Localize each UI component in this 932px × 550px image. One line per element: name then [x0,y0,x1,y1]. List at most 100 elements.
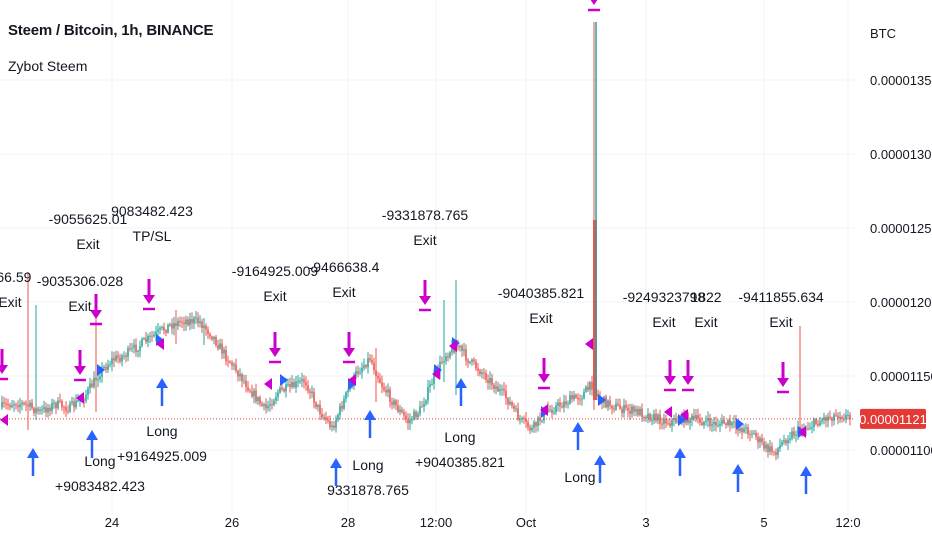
candle-body [379,378,381,383]
candle-body [115,355,117,361]
long-annotation: Long +9164925.009 [117,423,207,464]
candle-body [383,387,385,390]
candle-body [183,322,185,325]
candle-body [161,327,163,329]
candle-body [175,323,177,327]
candle-body [363,365,365,368]
exit-arrow-head [74,366,86,375]
candle-body [305,382,307,386]
annotation-line: Exit [529,310,552,326]
candle-body [505,390,507,399]
indicator-name[interactable]: Zybot Steem [8,58,88,74]
candle-body [711,424,713,427]
annotation-line: Exit [68,298,91,314]
trade-markers: 866.59 Exit -9055625.01 Exit -9035306.028 Exi… [0,0,824,498]
candle-body [767,444,769,452]
candle-body [271,404,273,406]
candle-body [553,412,555,414]
candle-body [849,414,851,419]
candle-body [733,421,735,423]
annotation-line: Long [146,423,177,439]
candle-body [217,345,219,349]
candle-body [739,428,741,431]
candle-body [93,377,95,387]
time-tick-label: 5 [760,515,767,530]
candle-body [667,423,669,425]
candle-body [325,417,327,420]
candle-body [127,348,129,357]
candle-body [651,420,653,422]
candle-body [91,383,93,387]
candle-body [665,418,667,424]
long-arrow-head [674,448,686,458]
candle-body [605,396,607,408]
candle-body [847,414,849,416]
exit-annotation: -9055625.01 Exit [49,211,128,252]
candle-body [309,391,311,393]
candle-body [497,386,499,392]
candle-body [661,423,663,425]
long-arrow-head [364,410,376,420]
candle-body [321,413,323,418]
candle-body [331,425,333,428]
candle-body [731,422,733,426]
candle-body [47,407,49,413]
candle-body [167,324,169,333]
candle-body [65,407,67,411]
candle-body [15,404,17,406]
candle-body [695,415,697,419]
candle-body [783,440,785,443]
exit-flag [680,409,688,421]
price-tick-label: 0.00001250 [870,221,932,236]
exit-arrow-head [777,378,789,387]
candle-body [519,419,521,421]
candle-body [403,412,405,416]
candle-body [181,321,183,323]
long-annotation: Long 9331878.765 [327,457,409,498]
candle-body [487,379,489,384]
candle-body [643,416,645,418]
time-axis[interactable]: 24 26 28 12:00 Oct 3 5 12:0 [105,515,861,530]
candle-body [591,382,593,390]
candle-body [255,390,257,402]
candle-body [9,405,11,408]
candle-body [37,408,39,412]
candle-body [277,392,279,398]
price-tick-label: 0.00001350 [870,73,932,88]
exit-flag [156,338,164,350]
candle-body [429,384,431,387]
candle-body [471,359,473,362]
candle-body [631,406,633,414]
candle-body [63,407,65,409]
candle-body [777,448,779,455]
time-tick-label: 24 [105,515,119,530]
exit-flag [432,368,440,380]
annotation-line: -9040385.821 [498,285,585,301]
price-axis[interactable]: BTC 0.00001350 0.00001300 0.00001250 0.00001… [859,26,932,458]
candle-body [833,414,835,421]
candle-body [25,403,27,405]
candle-body [469,361,471,363]
candle-body [617,403,619,406]
long-arrow-head [156,378,168,388]
candle-body [339,405,341,415]
annotation-line: +9040385.821 [415,454,505,470]
candle-body [581,398,583,400]
candle-body [577,397,579,400]
candle-body [463,349,465,351]
candle-body [587,386,589,390]
candle-body [513,405,515,409]
exit-annotation: -9466638.4 Exit [309,259,380,300]
candle-body [231,362,233,366]
candle-body [829,416,831,419]
candle-body [569,395,571,404]
candle-body [187,319,189,326]
candle-body [503,388,505,391]
candle-body [757,436,759,443]
candle-body [245,380,247,388]
annotation-line: -9331878.765 [382,207,469,223]
candle-body [653,413,655,421]
candle-body [607,400,609,408]
candle-body [389,389,391,403]
